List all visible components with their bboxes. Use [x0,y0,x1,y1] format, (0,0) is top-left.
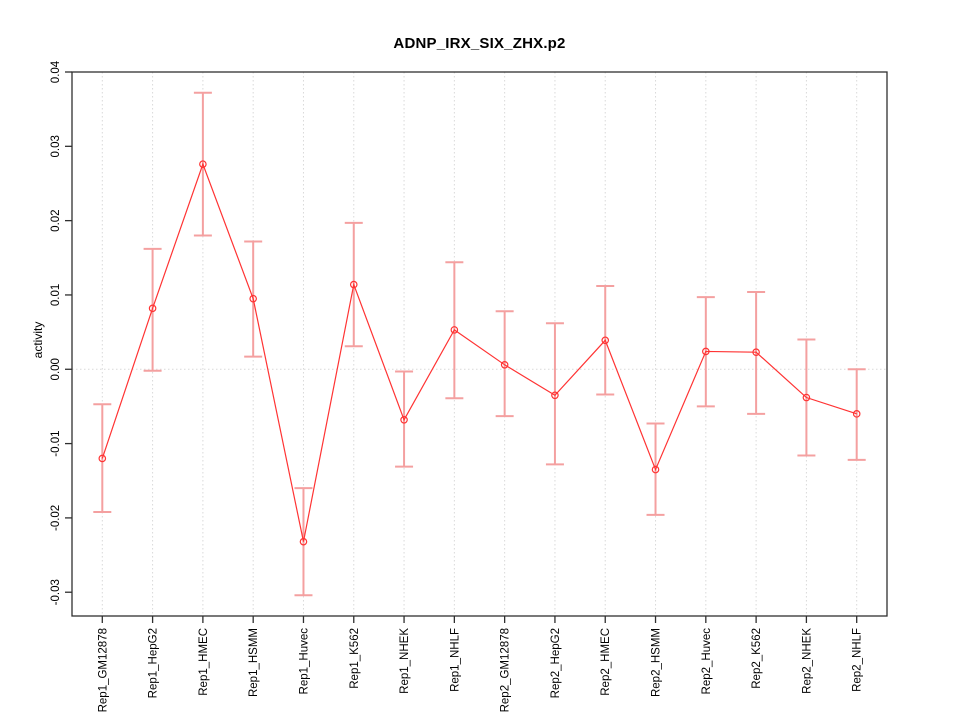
data-point [450,326,459,334]
x-tick-label: Rep1_Huvec [298,628,310,695]
data-point [802,393,811,402]
x-tick-label: Rep2_GM12878 [500,628,512,712]
data-point [148,304,157,313]
data-point [601,336,610,345]
x-axis: Rep1_GM12878 Rep1_HepG2 Rep1_HMEC Rep1_HSMM… [97,616,864,712]
x-tick-label: Rep1_NHLF [449,628,461,692]
data-point [702,347,710,356]
data-point [98,454,107,463]
y-tick-label: -0.03 [50,579,62,605]
x-tick-label: Rep2_NHLF [852,628,864,692]
y-tick-label: -0.02 [50,505,62,531]
data-point [349,280,358,289]
y-tick-label: -0.01 [50,430,62,456]
x-tick-label: Rep1_HSMM [248,628,260,697]
x-tick-label: Rep1_GM12878 [97,628,109,712]
y-axis: -0.03 -0.02 -0.01 0.00 0.01 0.02 0.03 0.04 [50,60,72,605]
x-tick-label: Rep2_HepG2 [550,628,562,698]
x-tick-label: Rep2_HSMM [651,628,663,697]
data-point [752,348,760,356]
y-tick-label: 0.01 [50,284,62,306]
data-series-line [101,162,857,542]
chart-title: ADNP_IRX_SIX_ZHX.p2 [393,35,566,52]
x-tick-label: Rep1_HMEC [198,628,210,696]
y-tick-label: 0.03 [50,135,62,157]
data-point [400,416,408,424]
data-point [500,361,509,369]
data-point [299,537,308,546]
x-tick-label: Rep1_NHEK [399,628,411,694]
plot-frame [71,71,888,617]
gridlines [72,72,887,616]
plot-box [71,71,888,617]
y-tick-label: 0.02 [50,209,62,231]
data-point [551,391,559,400]
data-point [651,465,660,474]
error-bars [93,91,866,597]
data-point [199,160,207,168]
data-point [852,410,861,418]
x-tick-label: Rep2_HMEC [600,628,612,696]
x-tick-label: Rep2_K562 [751,628,763,689]
x-tick-label: Rep2_NHEK [801,628,813,694]
x-tick-label: Rep1_K562 [349,628,361,689]
y-tick-label: 0.00 [50,358,62,380]
data-points [98,160,861,546]
x-tick-label: Rep1_HepG2 [148,628,160,698]
data-point [249,294,257,303]
x-tick-label: Rep2_Huvec [701,628,713,695]
y-tick-label: 0.04 [50,60,62,83]
